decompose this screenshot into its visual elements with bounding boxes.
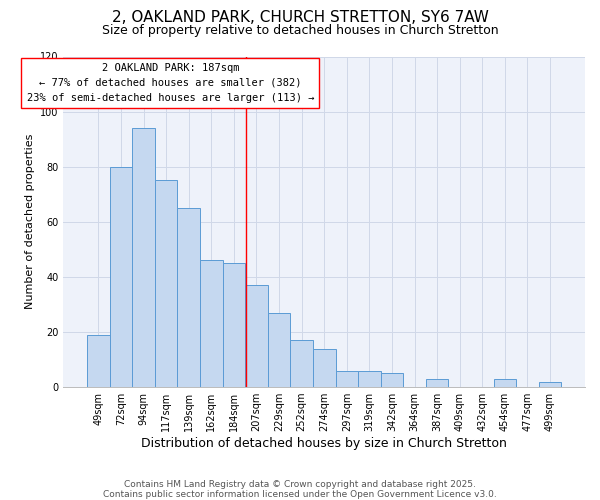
Bar bbox=[132, 128, 155, 387]
Bar bbox=[539, 382, 561, 387]
Bar bbox=[358, 370, 380, 387]
Bar bbox=[335, 370, 358, 387]
Bar bbox=[380, 374, 403, 387]
Text: Contains HM Land Registry data © Crown copyright and database right 2025.
Contai: Contains HM Land Registry data © Crown c… bbox=[103, 480, 497, 499]
Text: 2, OAKLAND PARK, CHURCH STRETTON, SY6 7AW: 2, OAKLAND PARK, CHURCH STRETTON, SY6 7A… bbox=[112, 10, 488, 25]
Text: 2 OAKLAND PARK: 187sqm
← 77% of detached houses are smaller (382)
23% of semi-de: 2 OAKLAND PARK: 187sqm ← 77% of detached… bbox=[26, 63, 314, 102]
Bar bbox=[178, 208, 200, 387]
Bar bbox=[110, 166, 132, 387]
Bar bbox=[87, 334, 110, 387]
Bar bbox=[200, 260, 223, 387]
Bar bbox=[494, 379, 516, 387]
Bar bbox=[155, 180, 178, 387]
Bar bbox=[268, 312, 290, 387]
Bar bbox=[290, 340, 313, 387]
Bar bbox=[245, 285, 268, 387]
Bar bbox=[313, 348, 335, 387]
Bar bbox=[223, 263, 245, 387]
Bar bbox=[426, 379, 448, 387]
X-axis label: Distribution of detached houses by size in Church Stretton: Distribution of detached houses by size … bbox=[141, 437, 507, 450]
Text: Size of property relative to detached houses in Church Stretton: Size of property relative to detached ho… bbox=[101, 24, 499, 37]
Y-axis label: Number of detached properties: Number of detached properties bbox=[25, 134, 35, 310]
